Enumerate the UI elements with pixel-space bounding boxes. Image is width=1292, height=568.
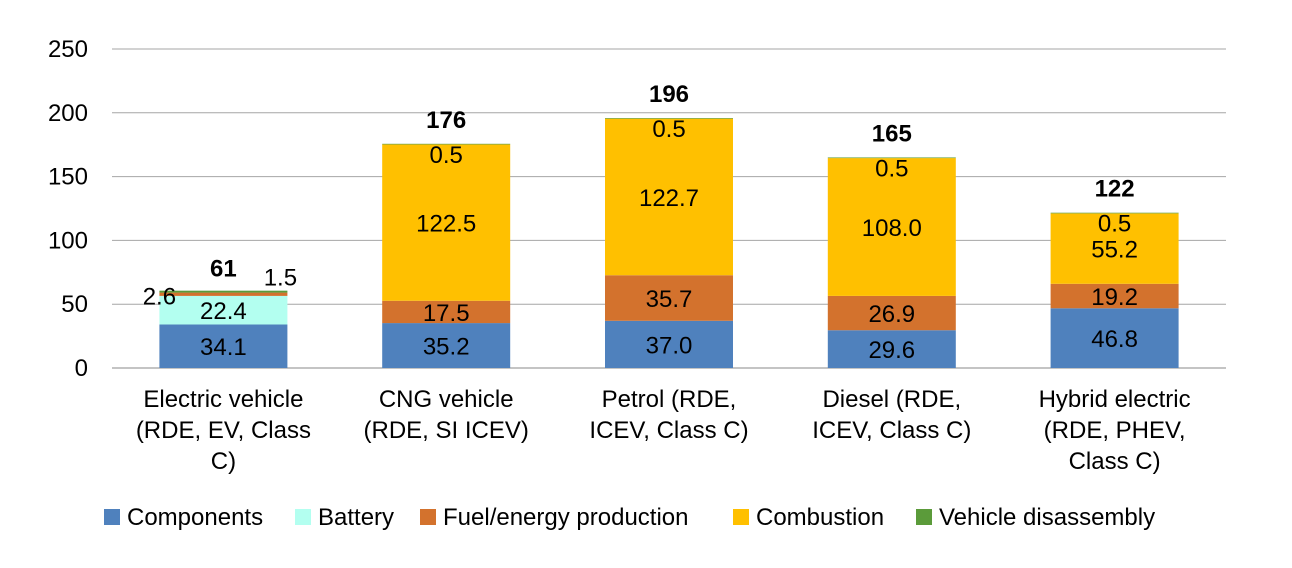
bar-segment-components	[605, 320, 733, 368]
legend-swatch-battery	[295, 509, 311, 525]
y-tick-label: 250	[48, 36, 88, 63]
data-label: 122.7	[639, 185, 699, 212]
data-label: 17.5	[423, 300, 470, 327]
x-category-label: CNG vehicle	[379, 386, 514, 413]
data-label: 0.5	[875, 155, 908, 182]
bar-segment-vehicle-disassembly	[382, 143, 511, 145]
data-label: 0.5	[652, 116, 685, 143]
x-category-label: Petrol (RDE,	[602, 386, 737, 413]
legend-swatch-components	[104, 509, 120, 525]
legend-label: Battery	[318, 504, 394, 531]
data-label: 19.2	[1091, 284, 1138, 311]
legend-swatch-fuel-energy-production	[420, 509, 436, 525]
data-label: 1.5	[264, 265, 297, 292]
data-label: 46.8	[1091, 326, 1138, 353]
legend-swatch-combustion	[733, 509, 749, 525]
legend-label: Vehicle disassembly	[939, 504, 1155, 531]
data-label: 55.2	[1091, 237, 1138, 264]
x-category-label: Electric vehicle	[143, 386, 303, 413]
bar-segment-combustion	[827, 158, 956, 296]
data-label: 29.6	[868, 337, 915, 364]
bar-segment-fuel-energy-production	[382, 300, 511, 324]
x-category-label: Hybrid electric	[1039, 386, 1191, 413]
y-tick-label: 50	[61, 291, 88, 318]
bar-segment-components	[1050, 308, 1179, 368]
y-tick-label: 150	[48, 164, 88, 191]
y-tick-label: 200	[48, 100, 88, 127]
bar-segment-combustion	[382, 144, 511, 301]
data-label: 37.0	[646, 332, 693, 359]
bar-segment-combustion	[605, 118, 733, 276]
bar-segment-fuel-energy-production	[1050, 283, 1179, 309]
total-label: 165	[872, 120, 912, 147]
total-label: 176	[426, 107, 466, 134]
y-tick-label: 0	[75, 355, 88, 382]
bar-segment-vehicle-disassembly	[159, 290, 288, 293]
legend-label: Fuel/energy production	[443, 504, 688, 531]
x-category-label: ICEV, Class C)	[812, 417, 971, 444]
legend-swatch-vehicle-disassembly	[916, 509, 932, 525]
data-label: 2.6	[143, 284, 176, 311]
bar-segment-vehicle-disassembly	[605, 118, 733, 119]
x-category-label: (RDE, PHEV,	[1044, 417, 1186, 444]
legend-label: Combustion	[756, 504, 884, 531]
data-label: 0.5	[430, 142, 463, 169]
bar-segment-vehicle-disassembly	[827, 157, 956, 159]
bar-segment-vehicle-disassembly	[1050, 212, 1179, 214]
x-category-label: Class C)	[1069, 448, 1161, 475]
y-tick-label: 100	[48, 227, 88, 254]
bar-segment-combustion	[1050, 213, 1179, 284]
total-label: 61	[210, 256, 237, 283]
bar-segment-components	[382, 323, 511, 368]
x-category-label: (RDE, SI ICEV)	[364, 417, 529, 444]
data-label: 122.5	[416, 211, 476, 238]
x-category-label: (RDE, EV, Class	[136, 417, 311, 444]
bar-segment-fuel-energy-production	[159, 292, 288, 296]
data-label: 34.1	[200, 334, 247, 361]
data-label: 26.9	[868, 301, 915, 328]
bar-segment-fuel-energy-production	[605, 275, 733, 321]
bar-segment-components	[827, 330, 956, 368]
bar-segment-fuel-energy-production	[827, 295, 956, 331]
x-category-label: C)	[211, 448, 236, 475]
x-category-label: Diesel (RDE,	[822, 386, 961, 413]
bar-segment-components	[159, 324, 288, 368]
total-label: 196	[649, 81, 689, 108]
x-category-label: ICEV, Class C)	[589, 417, 748, 444]
bar-segment-battery	[159, 295, 288, 325]
total-label: 122	[1095, 176, 1135, 203]
data-label: 35.2	[423, 334, 470, 361]
data-label: 0.5	[1098, 211, 1131, 238]
data-label: 108.0	[862, 215, 922, 242]
data-label: 22.4	[200, 298, 247, 325]
legend-label: Components	[127, 504, 263, 531]
data-label: 35.7	[646, 286, 693, 313]
